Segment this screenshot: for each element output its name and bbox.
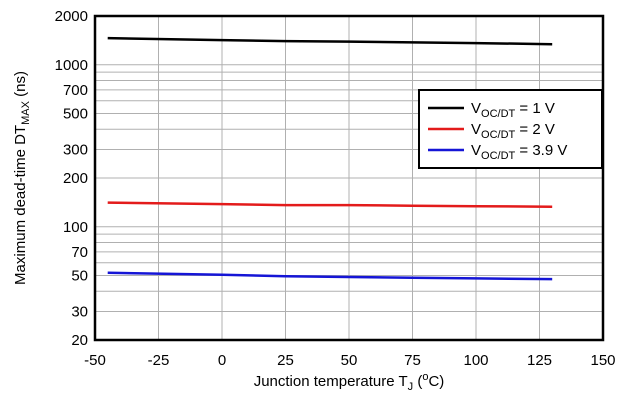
x-tick-label: 125 [527,352,552,369]
y-tick-label: 700 [63,82,88,99]
y-tick-label: 2000 [55,8,88,25]
legend-item-3: VOC/DT = 3.9 V [428,142,567,162]
x-tick-label: 50 [341,352,358,369]
series-line-1 [107,36,553,46]
legend-label-1: VOC/DT = 1 V [471,100,555,120]
series-line-2 [107,201,553,208]
y-tick-label: 30 [71,303,88,320]
y-tick-label: 300 [63,141,88,158]
x-tick-label: 75 [404,352,421,369]
y-tick-label: 70 [71,244,88,261]
legend-item-1: VOC/DT = 1 V [428,100,555,120]
y-tick-label: 500 [63,106,88,123]
x-tick-label: 25 [277,352,294,369]
x-tick-label: 0 [218,352,226,369]
x-tick-label: 100 [463,352,488,369]
y-tick-label: 100 [63,219,88,236]
legend-label-2: VOC/DT = 2 V [471,121,555,141]
series-line-3 [107,271,553,281]
x-tick-label: -50 [84,352,106,369]
x-axis-title: Junction temperature TJ (oC) [254,371,445,393]
legend-label-3: VOC/DT = 3.9 V [471,142,567,162]
plot-frame [93,14,605,342]
x-tick-label: -25 [148,352,170,369]
legend-item-2: VOC/DT = 2 V [428,121,555,141]
legend: VOC/DT = 1 V VOC/DT = 2 V VOC/DT = 3.9 V [418,89,603,169]
y-tick-label: 1000 [55,57,88,74]
y-tick-label: 200 [63,170,88,187]
y-tick-label: 20 [71,332,88,349]
series-layer [107,36,553,281]
x-tick-label: 150 [590,352,615,369]
y-tick-label: 50 [71,268,88,285]
y-axis-title: Maximum dead-time DTMAX (ns) [12,71,32,285]
tick-layer: -50 -25 0 25 50 75 100 125 150 20 30 50 70 100 200 300 5… [55,8,616,369]
grid-layer [95,16,603,340]
